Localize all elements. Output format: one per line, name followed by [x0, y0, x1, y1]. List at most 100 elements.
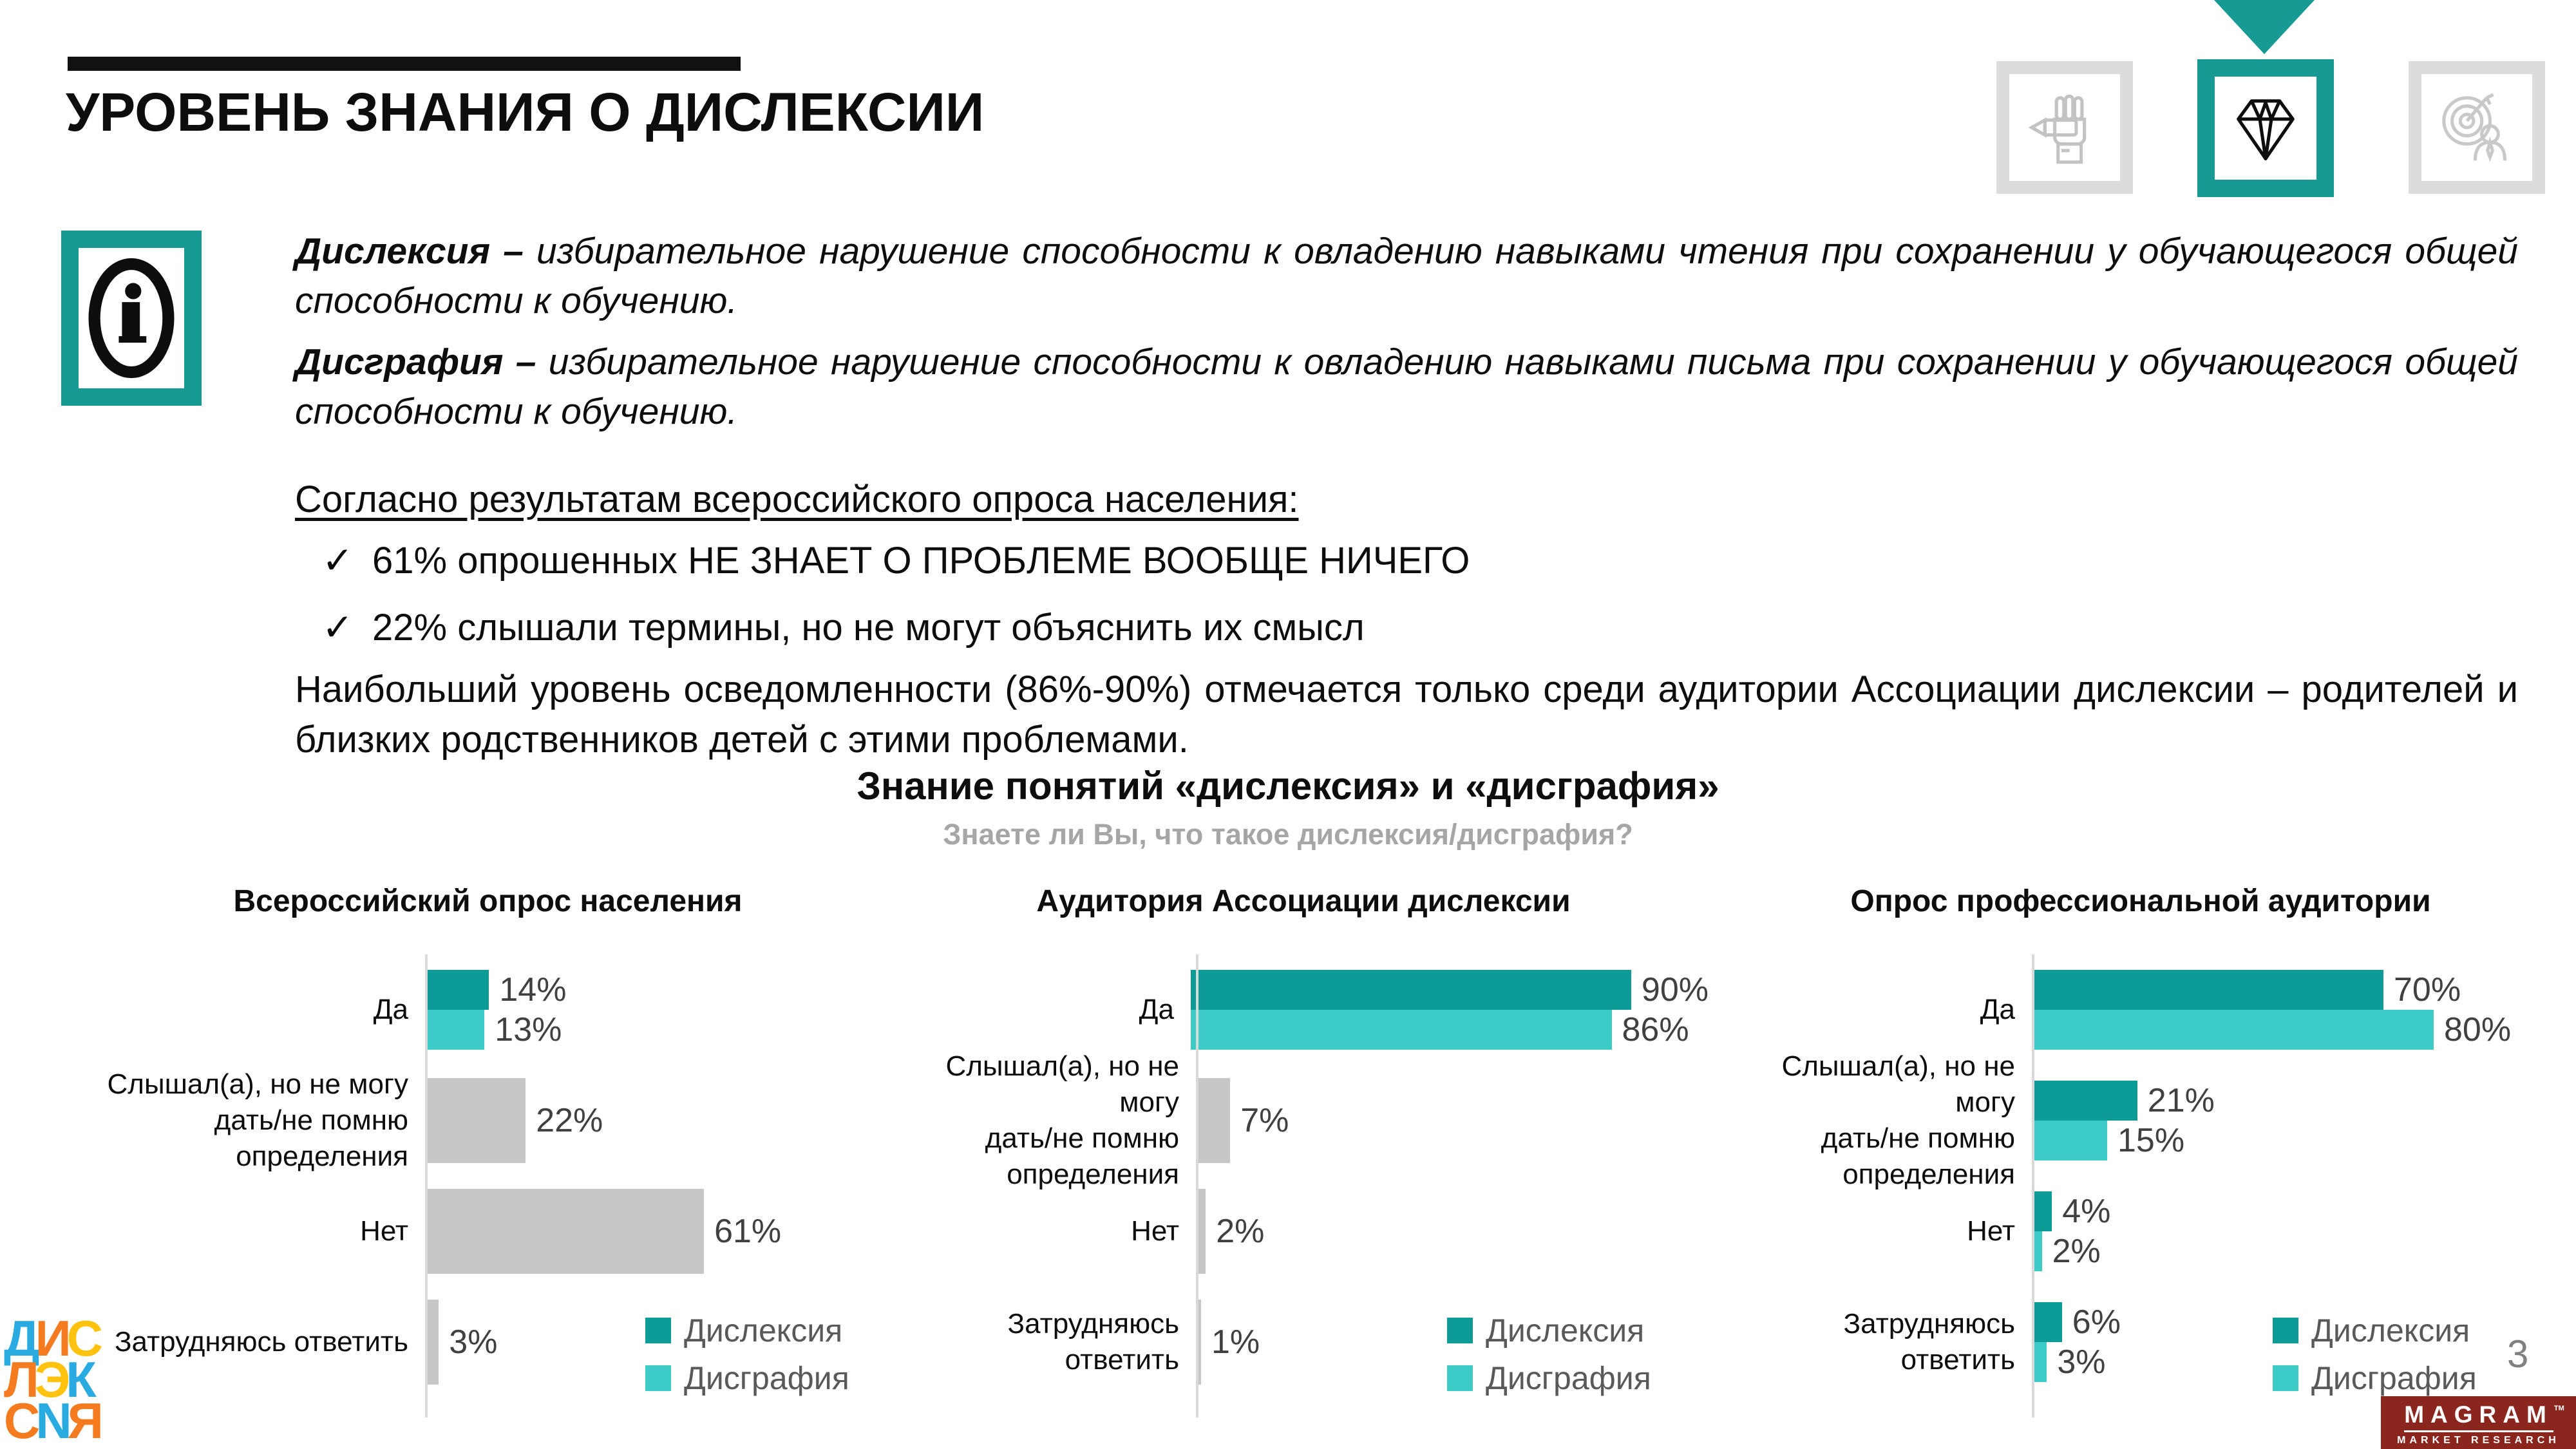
chart-title: Опрос профессиональной аудитории	[1850, 884, 2431, 918]
chart-category-row: Слышал(а), но не могу дать/не помню опре…	[97, 1065, 879, 1176]
bar	[425, 1010, 485, 1050]
chart-category-row: Затрудняюсь ответить 3%	[97, 1287, 879, 1397]
checkmark-icon: ✓	[322, 540, 354, 582]
bar-row: 22%	[425, 1078, 879, 1163]
category-label: Затрудняюсь ответить	[1007, 1308, 1179, 1376]
bar-row: 7%	[1196, 1078, 1709, 1163]
bar-row: 70%	[2032, 970, 2547, 1010]
chart-category-row: Слышал(а), но не могу дать/не помню опре…	[898, 1050, 1709, 1190]
category-label: Да	[1139, 994, 1174, 1025]
bar-value-label: 80%	[2444, 1011, 2512, 1048]
category-label: Затрудняюсь ответить	[1843, 1308, 2015, 1376]
bar	[2032, 1342, 2047, 1382]
bar-row: 2%	[2032, 1231, 2547, 1271]
bar-value-label: 2%	[1216, 1213, 1265, 1250]
writing-hand-icon	[2028, 94, 2087, 164]
bar-row: 13%	[425, 1010, 879, 1050]
legend-swatch-dyslexia	[645, 1318, 671, 1343]
charts-section-title: Знание понятий «дислексия» и «дисграфия»	[857, 764, 1719, 808]
bar-value-label: 61%	[714, 1213, 782, 1250]
bar	[2032, 1121, 2107, 1160]
chart-rows: Да 70% 80% Слышал(а), но не могу дать/не по…	[1734, 954, 2547, 1397]
definition-separator: –	[490, 231, 537, 272]
awareness-note: Наибольший уровень осведомленности (86%-…	[295, 668, 2518, 761]
bar	[1190, 1010, 1612, 1050]
category-plot: 3%	[425, 1300, 879, 1385]
definition-text: избирательное нарушение способности к ов…	[295, 341, 2518, 432]
bar-row: 15%	[2032, 1121, 2547, 1160]
category-label: Слышал(а), но не могу дать/не помню опре…	[107, 1068, 409, 1172]
bar-value-label: 2%	[2052, 1233, 2101, 1270]
bar-value-label: 3%	[449, 1323, 498, 1361]
chart-category-row: Да 90% 86%	[898, 954, 1709, 1065]
bar	[425, 970, 489, 1010]
chart-category-row: Затрудняюсь ответить 6% 3%	[1734, 1287, 2547, 1397]
bar-row: 86%	[1190, 1010, 1709, 1050]
chart-title: Аудитория Ассоциации дислексии	[1036, 884, 1571, 918]
category-plot: 90% 86%	[1190, 970, 1709, 1050]
definition-separator: –	[503, 341, 549, 383]
charts-section-subtitle: Знаете ли Вы, что такое дислексия/дисгра…	[943, 818, 1633, 851]
chart-rows: Да 14% 13% Слышал(а), но не могу дать/не по…	[97, 954, 879, 1397]
logo-letter: Э	[34, 1351, 71, 1408]
bar	[2032, 1010, 2434, 1050]
bar	[425, 1300, 439, 1385]
bar	[1196, 1078, 1231, 1163]
category-label: Нет	[1131, 1215, 1179, 1247]
chart-category-row: Да 14% 13%	[97, 954, 879, 1065]
info-icon-inner	[79, 248, 184, 388]
magram-divider	[2403, 1430, 2553, 1432]
bullet-item: ✓ 22% слышали термины, но не могут объяс…	[322, 605, 1365, 649]
legend-label: Дисграфия	[1486, 1360, 1651, 1396]
legend-swatch-dysgraphia	[1447, 1365, 1473, 1391]
nav-icon-box-writing	[1996, 61, 2133, 194]
bar	[2032, 1081, 2137, 1121]
magram-logo: MAGRAM TM MARKET RESEARCH	[2381, 1396, 2576, 1449]
bar-row: 80%	[2032, 1010, 2547, 1050]
bar-row: 21%	[2032, 1081, 2547, 1121]
legend-item-dyslexia: Дислексия	[645, 1312, 849, 1349]
category-plot: 21% 15%	[2032, 1081, 2547, 1160]
bar-row: 2%	[1196, 1189, 1709, 1274]
bar	[2032, 970, 2383, 1010]
category-plot: 1%	[1196, 1300, 1709, 1385]
logo-letter: И	[35, 1310, 71, 1367]
chart-legend: Дислексия Дисграфия	[1447, 1312, 1651, 1397]
legend-label: Дислексия	[684, 1312, 843, 1349]
logo-letter: С	[4, 1392, 41, 1449]
bar	[425, 1078, 526, 1163]
bar	[1196, 1300, 1201, 1385]
chart-rows: Да 90% 86% Слышал(а), но не могу дать/не по…	[898, 954, 1709, 1397]
bar-row: 6%	[2032, 1302, 2547, 1342]
chart-national-survey: Всероссийский опрос населения Да 14% 13% Сл…	[97, 884, 879, 1417]
legend-label: Дислексия	[2311, 1312, 2470, 1349]
bar-row: 3%	[2032, 1342, 2547, 1382]
bar	[425, 1189, 705, 1274]
chart-category-row: Затрудняюсь ответить 1%	[898, 1287, 1709, 1397]
bar-row: 3%	[425, 1300, 879, 1385]
legend-label: Дисграфия	[2311, 1360, 2477, 1396]
info-icon-badge	[61, 231, 202, 406]
logo-letter: N	[35, 1392, 72, 1449]
logo-letter: Л	[4, 1351, 39, 1408]
bullet-text: 22% слышали термины, но не могут объясни…	[372, 607, 1365, 649]
category-plot: 61%	[425, 1189, 879, 1274]
magram-subtitle: MARKET RESEARCH	[2397, 1435, 2560, 1446]
chart-legend: Дислексия Дисграфия	[2273, 1312, 2477, 1397]
legend-swatch-dysgraphia	[2273, 1365, 2298, 1391]
legend-label: Дисграфия	[684, 1360, 849, 1396]
bullet-item: ✓ 61% опрошенных НЕ ЗНАЕТ О ПРОБЛЕМЕ ВОО…	[322, 538, 1470, 582]
section-pointer-arrow	[2214, 0, 2315, 54]
legend-item-dyslexia: Дислексия	[2273, 1312, 2477, 1349]
bar-value-label: 3%	[2057, 1343, 2106, 1381]
category-label: Да	[373, 994, 408, 1025]
legend-swatch-dysgraphia	[645, 1365, 671, 1391]
bullet-text: 61% опрошенных НЕ ЗНАЕТ О ПРОБЛЕМЕ ВООБЩ…	[372, 540, 1470, 582]
legend-swatch-dyslexia	[1447, 1318, 1473, 1343]
chart-body: Да 70% 80% Слышал(а), но не могу дать/не по…	[1734, 954, 2547, 1417]
bar-value-label: 7%	[1240, 1102, 1289, 1139]
